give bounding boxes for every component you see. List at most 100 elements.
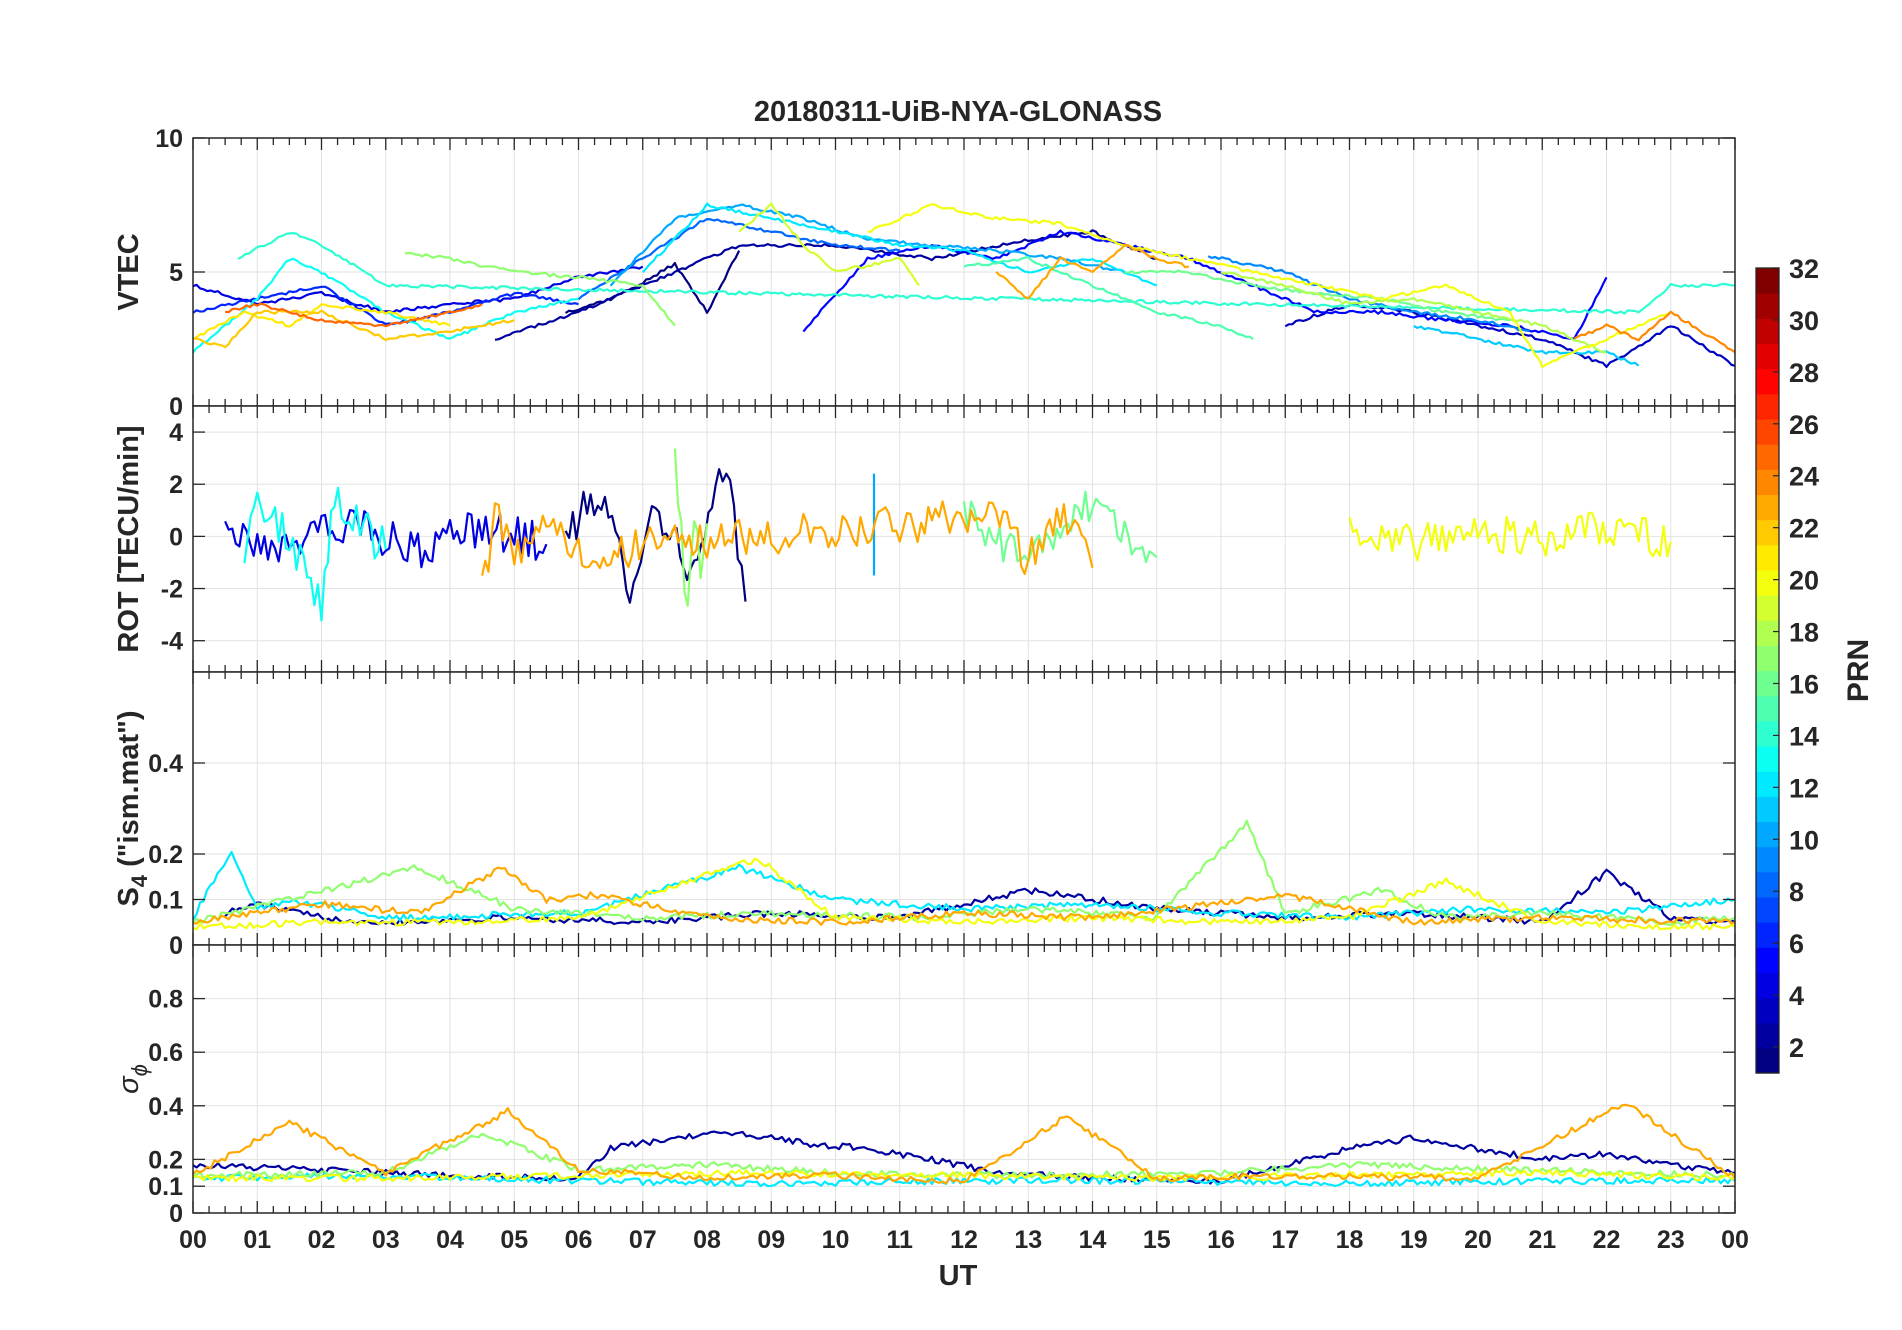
x-axis-label: UT <box>939 1260 978 1292</box>
colorbar-swatch <box>1756 544 1779 571</box>
series-group <box>193 819 1735 931</box>
colorbar-tick-label: 4 <box>1789 981 1804 1011</box>
colorbar-tick-label: 32 <box>1789 254 1819 284</box>
series-prn-4 <box>193 265 644 314</box>
y-tick-label: 0 <box>169 523 183 551</box>
series-prn-22 <box>193 309 515 349</box>
colorbar-swatch <box>1756 670 1779 697</box>
colorbar-swatch <box>1756 519 1779 546</box>
series-prn-12 <box>193 850 1735 922</box>
colorbar-tick-label: 28 <box>1789 358 1819 388</box>
series-prn-24 <box>1573 310 1735 354</box>
x-tick-label: 02 <box>308 1226 336 1254</box>
x-tick-label: 08 <box>693 1226 721 1254</box>
panel-1: 0 5 10 VTEC <box>113 125 1736 421</box>
x-tick-label: 21 <box>1528 1226 1556 1254</box>
x-tick-label: 20 <box>1464 1226 1492 1254</box>
x-tick-label: 09 <box>757 1226 785 1254</box>
colorbar-tick-label: 12 <box>1789 773 1819 803</box>
colorbar-swatch <box>1756 469 1779 496</box>
panel-2: -4 -2 0 2 4 ROT [TECU/min] <box>113 405 1736 673</box>
series-prn-20 <box>193 857 1735 931</box>
colorbar-swatch <box>1756 645 1779 672</box>
colorbar-tick-label: 20 <box>1789 566 1819 596</box>
x-tick-label: 13 <box>1014 1226 1042 1254</box>
series-prn-20 <box>193 1169 1735 1183</box>
colorbar-tick-label: 8 <box>1789 877 1804 907</box>
x-axis: 00 01 02 03 04 05 06 07 08 09 10 11 12 13 14 15 16 17 18 19… <box>179 1226 1749 1254</box>
colorbar-swatch <box>1756 569 1779 596</box>
x-tick-label: 16 <box>1207 1226 1235 1254</box>
colorbar-swatch <box>1756 418 1779 445</box>
colorbar-frame <box>1755 267 1780 1074</box>
series-prn-19 <box>738 202 920 287</box>
series-prn-8 <box>577 218 901 301</box>
x-tick-label: 07 <box>629 1226 657 1254</box>
x-tick-label: 22 <box>1593 1226 1621 1254</box>
colorbar-swatch <box>1756 896 1779 923</box>
colorbar-swatch <box>1756 1047 1779 1074</box>
series-group <box>193 202 1735 369</box>
series-prn-20 <box>1348 511 1672 562</box>
colorbar-swatch <box>1756 620 1779 646</box>
series-prn-17 <box>673 448 709 607</box>
y-tick-label: 2 <box>169 471 183 499</box>
colorbar-swatch <box>1756 871 1779 898</box>
x-tick-label: 03 <box>372 1226 400 1254</box>
colorbar-swatch <box>1756 318 1779 345</box>
x-tick-label: 18 <box>1336 1226 1364 1254</box>
series-prn-14 <box>237 232 1735 315</box>
x-tick-label: 19 <box>1400 1226 1428 1254</box>
colorbar-swatch <box>1756 947 1779 973</box>
y-tick-label: 0 <box>169 393 183 421</box>
series-prn-23 <box>193 1103 1735 1185</box>
x-tick-label: 01 <box>243 1226 271 1254</box>
y-tick-label: 4 <box>169 419 183 447</box>
y-tick-label: -4 <box>161 628 183 656</box>
series-group <box>224 448 1672 622</box>
series-prn-4 <box>224 509 548 569</box>
x-tick-label: 06 <box>565 1226 593 1254</box>
y-tick-label: 0 <box>169 932 183 960</box>
series-group <box>193 1103 1735 1188</box>
x-tick-label: 23 <box>1657 1226 1685 1254</box>
colorbar-swatch <box>1756 293 1779 319</box>
x-tick-label: 17 <box>1271 1226 1299 1254</box>
colorbar-swatch <box>1756 494 1779 521</box>
colorbar-swatch <box>1756 393 1779 420</box>
colorbar-swatch <box>1756 343 1779 370</box>
colorbar-tick-label: 14 <box>1789 721 1819 751</box>
y-tick-label: 5 <box>169 259 183 287</box>
series-prn-1 <box>564 468 747 604</box>
y-tick-label: 0.6 <box>148 1039 183 1067</box>
colorbar-tick-label: 24 <box>1789 462 1819 492</box>
colorbar-swatch <box>1756 846 1779 873</box>
colorbar-swatch <box>1756 444 1779 470</box>
series-prn-18 <box>1220 271 1607 354</box>
colorbar-swatch <box>1756 368 1779 395</box>
series-prn-17 <box>404 251 676 327</box>
colorbar-swatch <box>1756 720 1779 747</box>
colorbar-swatch <box>1756 595 1779 621</box>
colorbar-swatch <box>1756 997 1779 1024</box>
colorbar-tick-label: 16 <box>1789 669 1819 699</box>
y-axis-label: VTEC <box>113 233 145 310</box>
series-prn-2 <box>193 1130 1735 1185</box>
y-axis-label: S4 ("ism.mat") <box>113 710 152 906</box>
y-tick-label: 0.4 <box>148 750 183 778</box>
y-tick-label: -2 <box>161 576 183 604</box>
y-tick-label: 0.1 <box>148 1173 183 1201</box>
x-tick-label: 00 <box>179 1226 207 1254</box>
colorbar-swatch <box>1756 268 1779 294</box>
y-tick-label: 0.8 <box>148 986 183 1014</box>
y-tick-label: 0.1 <box>148 887 183 915</box>
series-prn-10 <box>609 203 1126 287</box>
series-prn-15 <box>963 256 1254 340</box>
y-tick-label: 0.2 <box>148 841 183 869</box>
x-tick-label: 05 <box>500 1226 528 1254</box>
colorbar-swatch <box>1756 796 1779 823</box>
series-prn-16 <box>962 490 1158 564</box>
colorbar-swatch <box>1756 745 1779 772</box>
